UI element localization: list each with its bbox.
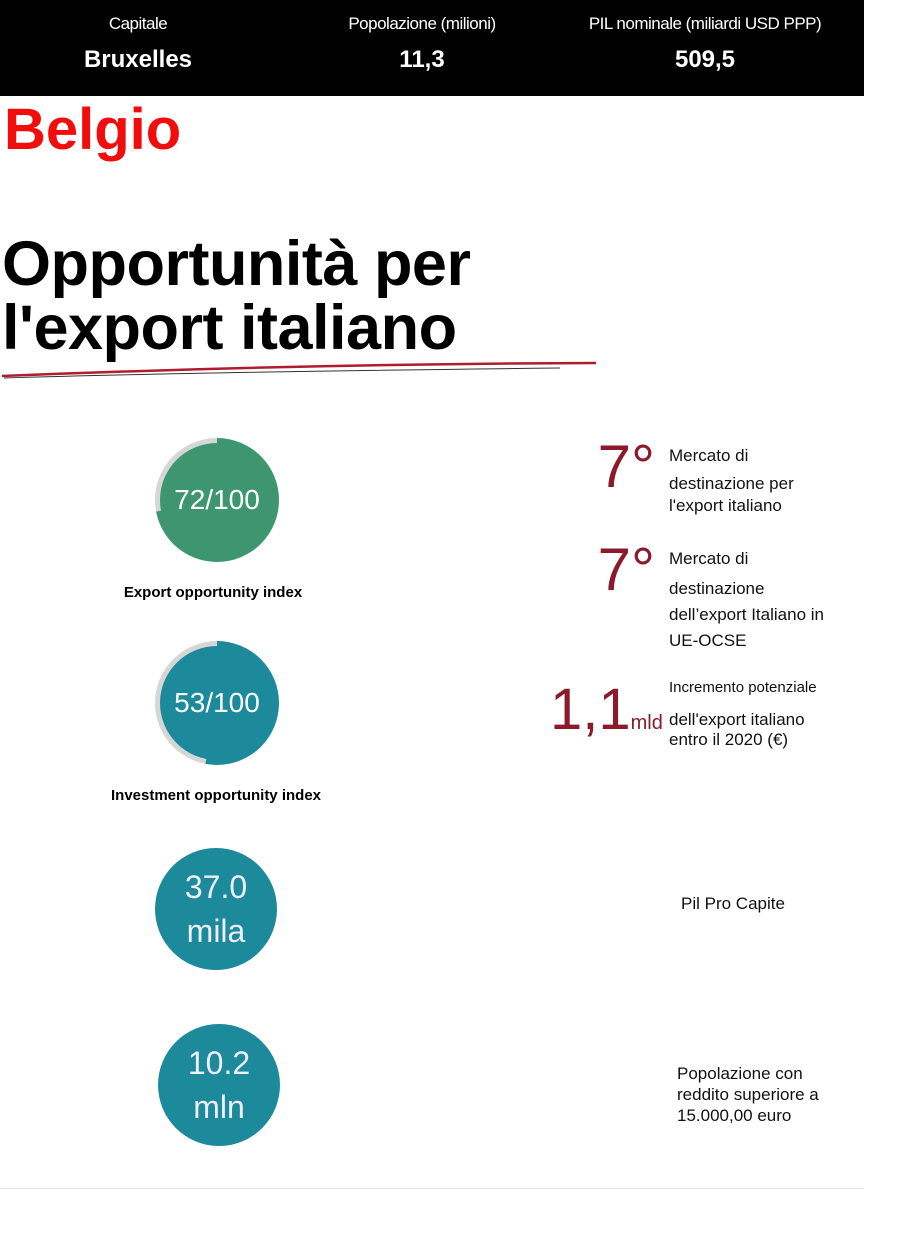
page-title: Opportunità per l'export italiano xyxy=(2,229,471,363)
label-rest: destinazione dell’export Italiano in UE-… xyxy=(669,579,824,650)
increment-label: Incremento potenziale dell'export italian… xyxy=(669,678,844,750)
label-line: Mercato di xyxy=(669,549,749,568)
increment-number: 1,1 xyxy=(550,677,631,742)
gdp-value: 509,5 xyxy=(674,46,736,73)
ranking-label: Mercato di destinazione per l'export ital… xyxy=(669,443,839,517)
population-label: Popolazione (milioni) xyxy=(348,14,496,33)
stat-value: 10.2 xyxy=(187,1045,251,1081)
gdp-per-capita-label: Pil Pro Capite xyxy=(681,894,785,913)
label-rest: destinazione per l'export italiano xyxy=(669,474,794,515)
ranking-value: 7° xyxy=(597,433,655,500)
divider xyxy=(0,1188,864,1189)
population-value: 11,3 xyxy=(399,46,445,73)
investment-index-value: 53/100 xyxy=(160,646,274,760)
investment-index-gauge: 53/100 xyxy=(155,641,279,765)
header-gdp: PIL nominale (miliardi USD PPP) 509,5 xyxy=(555,14,855,74)
label-rest: dell'export italiano entro il 2020 (€) xyxy=(669,710,805,749)
header-capital: Capitale Bruxelles xyxy=(0,14,288,74)
ranking-value: 7° xyxy=(597,536,655,603)
stat-value: 37.0 xyxy=(184,869,248,905)
label-line: Mercato di xyxy=(669,446,749,465)
capital-value: Bruxelles xyxy=(83,46,193,73)
export-index-gauge: 72/100 xyxy=(155,438,279,562)
population-income-circle: 10.2 mln xyxy=(158,1024,280,1146)
gdp-label: PIL nominale (miliardi USD PPP) xyxy=(588,14,822,33)
export-index-label: Export opportunity index xyxy=(123,584,303,601)
header-bar: Capitale Bruxelles Popolazione (milioni) 1… xyxy=(0,0,864,96)
export-index-value: 72/100 xyxy=(160,443,274,557)
population-income-label: Popolazione con reddito superiore a 15.0… xyxy=(677,1064,819,1125)
ranking-label: Mercato di destinazione dell’export Itali… xyxy=(669,546,844,654)
capital-label: Capitale xyxy=(108,14,168,33)
stat-unit: mln xyxy=(193,1089,245,1125)
title-underline xyxy=(1,361,597,379)
gdp-per-capita-circle: 37.0 mila xyxy=(155,848,277,970)
investment-index-label: Investment opportunity index xyxy=(110,787,321,804)
label-line: Incremento potenziale xyxy=(669,679,817,696)
stat-unit: mila xyxy=(186,913,246,949)
increment-unit: mld xyxy=(630,712,663,734)
header-population: Popolazione (milioni) 11,3 xyxy=(272,14,572,74)
increment-value: 1,1mld xyxy=(550,676,663,743)
country-name: Belgio xyxy=(4,97,182,162)
